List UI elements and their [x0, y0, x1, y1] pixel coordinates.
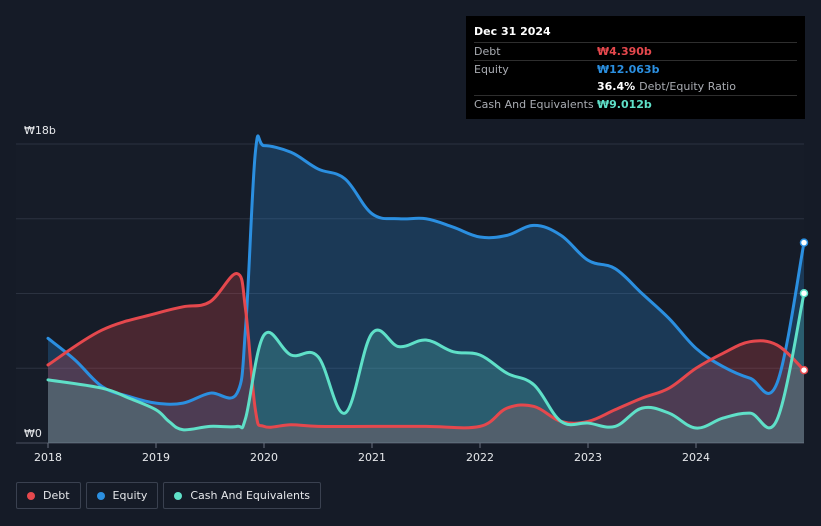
series-lines [46, 134, 806, 432]
cash-and-equivalents-line [46, 291, 806, 432]
tooltip-ratio-label [474, 78, 597, 95]
y-tick-label: ₩0 [24, 427, 42, 440]
tooltip-debt-value: ₩4.390b [597, 45, 652, 58]
debt-line [46, 272, 806, 430]
tooltip-row-ratio: 36.4% Debt/Equity Ratio [474, 78, 797, 95]
series-endpoints [799, 238, 809, 375]
legend-debt-dot [27, 491, 35, 500]
tooltip-cash-label: Cash And Equivalents [474, 98, 594, 111]
debt-endpoint[interactable] [799, 365, 809, 375]
series-areas [48, 135, 804, 443]
chart-grid [16, 143, 804, 444]
equity-area [48, 135, 804, 443]
cash-and-equivalents-area [48, 293, 804, 443]
legend-cash-dot [174, 491, 183, 500]
tooltip-row-debt: Debt ₩4.390b [474, 42, 797, 60]
tooltip-cash-value: ₩9.012b [597, 98, 652, 111]
equity-endpoint[interactable] [799, 238, 809, 247]
x-tick-label: 2022 [466, 451, 494, 464]
tooltip-ratio-value: 36.4% [597, 80, 636, 93]
tooltip-panel: Dec 31 2024 Debt ₩4.390b Equity ₩12.063b… [466, 16, 805, 119]
tooltip-ratio-text: Debt/Equity Ratio [639, 80, 736, 93]
y-axis-ticks: ₩0 ₩18b [24, 124, 56, 440]
legend-item-cash[interactable]: Cash And Equivalents [163, 482, 321, 509]
x-tick-label: 2023 [574, 451, 602, 464]
tooltip-date: Dec 31 2024 [474, 25, 551, 38]
legend-cash-label: Cash And Equivalents [190, 489, 310, 502]
x-tick-label: 2020 [250, 451, 278, 464]
y-tick-label: ₩18b [24, 124, 56, 137]
x-axis-ticks: 2018 2019 2020 2021 2022 2023 2024 [34, 443, 710, 464]
tooltip-row-equity: Equity ₩12.063b [474, 60, 797, 78]
equity-line [46, 134, 806, 406]
tooltip-equity-label: Equity [474, 63, 509, 76]
tooltip-debt-label: Debt [474, 45, 501, 58]
x-tick-label: 2018 [34, 451, 62, 464]
x-tick-label: 2021 [358, 451, 386, 464]
legend-item-debt[interactable]: Debt [16, 482, 81, 509]
cash-and-equivalents-endpoint[interactable] [799, 289, 809, 298]
x-tick-label: 2019 [142, 451, 170, 464]
x-tick-label: 2024 [682, 451, 710, 464]
legend-equity-dot [96, 491, 105, 500]
tooltip-equity-value: ₩12.063b [597, 63, 660, 76]
legend-item-equity[interactable]: Equity [85, 482, 159, 509]
tooltip-row-cash: Cash And Equivalents ₩9.012b [474, 95, 797, 113]
debt-area [48, 273, 804, 443]
chart-legend: Debt Equity Cash And Equivalents [16, 482, 321, 509]
legend-debt-label: Debt [43, 489, 70, 502]
legend-equity-label: Equity [112, 489, 148, 502]
